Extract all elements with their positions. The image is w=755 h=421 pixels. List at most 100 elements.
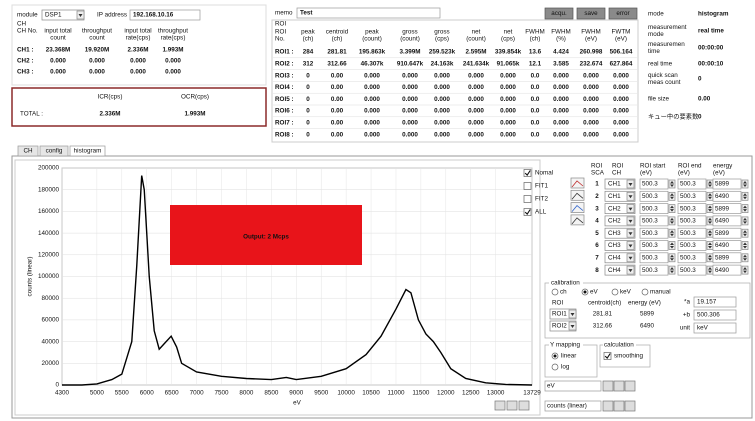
spinner[interactable] — [668, 216, 676, 226]
coef-field — [693, 322, 737, 334]
column-header: (ch) — [303, 36, 314, 43]
axis-button[interactable] — [602, 400, 614, 412]
cell: 312 — [303, 60, 314, 67]
cell: 0 — [306, 119, 310, 126]
ch-dropdown[interactable] — [604, 190, 636, 202]
axis-button[interactable] — [613, 400, 625, 412]
spinner[interactable] — [741, 179, 749, 189]
spinner[interactable] — [741, 265, 749, 275]
ch-dropdown[interactable] — [604, 203, 636, 214]
cell: 0.000 — [500, 96, 516, 103]
spinner[interactable] — [668, 228, 676, 238]
coef-label: +b — [683, 312, 691, 319]
checkbox[interactable] — [523, 195, 532, 203]
dropdown-arrow — [628, 195, 633, 199]
cell: 506.164 — [610, 49, 633, 56]
axis-button[interactable] — [613, 380, 625, 392]
column-header: peak — [301, 29, 316, 36]
start-field — [639, 215, 669, 227]
spinner[interactable] — [668, 179, 676, 189]
plot-tool[interactable] — [494, 400, 506, 411]
column-header: net — [504, 29, 513, 36]
group-title: calculation — [604, 342, 634, 349]
start-field — [639, 203, 669, 214]
cell: ROI1 : — [275, 49, 294, 56]
status-value: 0 — [698, 114, 702, 121]
radio[interactable] — [641, 288, 649, 296]
cell: 3.585 — [553, 60, 569, 67]
x-tick-label: 11000 — [387, 390, 405, 397]
axis-button[interactable] — [624, 400, 636, 412]
sca-number: 8 — [595, 267, 599, 274]
spinner[interactable] — [668, 204, 676, 213]
column-header: (ch) — [530, 36, 541, 43]
spinner[interactable] — [741, 241, 749, 250]
radio-dot — [583, 290, 587, 294]
radio[interactable] — [551, 288, 559, 296]
cell: 0.000 — [583, 119, 599, 126]
checkbox[interactable] — [523, 208, 532, 216]
x-tick-label: 9500 — [314, 390, 329, 397]
total-box — [11, 87, 267, 127]
y-tick-label: 0 — [55, 382, 59, 389]
spinner[interactable] — [741, 204, 749, 213]
plot-tool[interactable] — [506, 400, 518, 411]
cell: 2.595M — [465, 49, 486, 56]
checkbox[interactable] — [523, 169, 532, 177]
start-field — [639, 190, 669, 202]
button[interactable] — [576, 7, 606, 20]
spinner[interactable] — [668, 253, 676, 263]
spinner[interactable] — [741, 191, 749, 201]
radio[interactable] — [611, 288, 619, 296]
spinner[interactable] — [741, 216, 749, 226]
ch-value: CH3 — [608, 242, 621, 249]
ch-dropdown[interactable] — [604, 264, 636, 276]
axis-button[interactable] — [624, 380, 636, 392]
ch-dropdown[interactable] — [604, 178, 636, 190]
ch-dropdown[interactable] — [604, 252, 636, 264]
end-field — [677, 203, 707, 214]
tab[interactable] — [69, 145, 106, 157]
tab[interactable] — [39, 145, 69, 157]
ch-dropdown[interactable] — [604, 215, 636, 227]
legend-label: FIT1 — [535, 183, 548, 190]
status-label: meas count — [648, 79, 681, 86]
column-header: count — [50, 35, 66, 42]
sca-icon-line — [571, 205, 584, 212]
button[interactable] — [544, 7, 574, 20]
x-tick-label: 6500 — [165, 390, 180, 397]
dropdown-arrow — [628, 256, 633, 260]
spinner[interactable] — [741, 253, 749, 263]
ch-dropdown[interactable] — [604, 227, 636, 239]
tab[interactable] — [17, 145, 39, 157]
group-title: calibration — [551, 280, 580, 287]
x-tick-label: 13729 — [523, 390, 541, 397]
cell: 0.000 — [89, 69, 105, 76]
x-tick-label: 12500 — [462, 390, 480, 397]
energy-field — [712, 178, 742, 190]
radio[interactable] — [551, 363, 559, 371]
cell: 0.000 — [468, 119, 484, 126]
checkbox[interactable] — [523, 182, 532, 190]
end-value: 500.3 — [680, 242, 696, 249]
checkbox[interactable] — [603, 352, 612, 360]
cell: 0.000 — [165, 69, 181, 76]
cell: ROI8 : — [275, 131, 294, 138]
cell: 0.000 — [553, 96, 569, 103]
spinner[interactable] — [741, 228, 749, 238]
cell: 0.000 — [434, 72, 450, 79]
spinner[interactable] — [668, 265, 676, 275]
energy-field — [712, 252, 742, 264]
spinner[interactable] — [668, 191, 676, 201]
spinner-arrows — [708, 205, 712, 212]
cell: 1.993M — [162, 47, 183, 54]
radio-label: keV — [620, 289, 632, 296]
spinner[interactable] — [668, 241, 676, 250]
icr-label: ICR(cps) — [98, 94, 123, 101]
column-header: (count) — [400, 36, 420, 43]
axis-button[interactable] — [602, 380, 614, 392]
ch-dropdown[interactable] — [604, 240, 636, 251]
plot-tool[interactable] — [518, 400, 530, 411]
status-label: real time — [648, 61, 673, 68]
button[interactable] — [608, 7, 638, 20]
